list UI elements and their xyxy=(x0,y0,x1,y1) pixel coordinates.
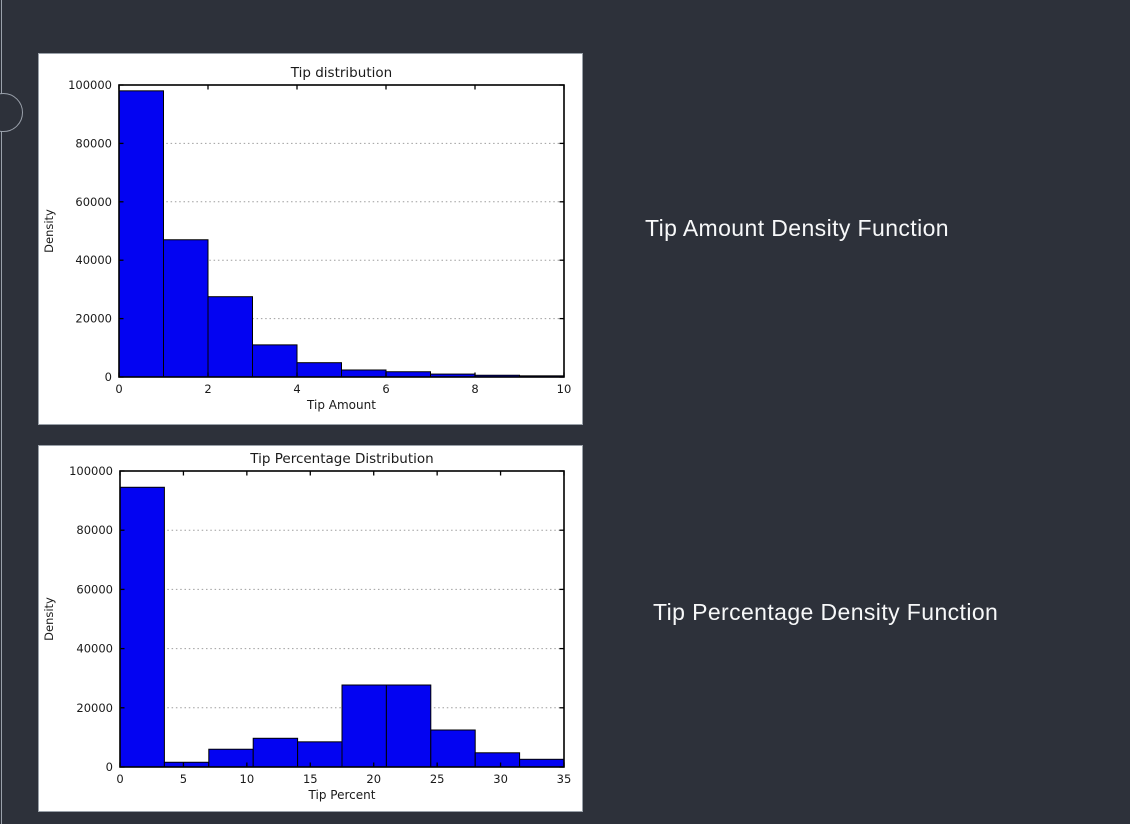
svg-text:10: 10 xyxy=(557,382,572,396)
svg-text:25: 25 xyxy=(430,772,445,786)
tip-distribution-histogram: 0 2 4 6 8 10 0 20000 40000 60000 80000 100000 Tip di… xyxy=(42,65,571,412)
drawer-divider-line xyxy=(0,0,2,824)
svg-text:20: 20 xyxy=(366,772,381,786)
y-axis-label: Density xyxy=(42,209,56,253)
histogram-bar xyxy=(385,684,432,768)
axis-frame xyxy=(119,470,565,768)
svg-text:80000: 80000 xyxy=(76,523,113,537)
svg-text:0: 0 xyxy=(106,760,113,774)
y-axis-label: Density xyxy=(42,597,56,641)
x-axis-ticks: 0 2 4 6 8 10 xyxy=(115,85,571,396)
tip-percentage-histogram: 0 5 10 15 20 25 30 35 0 20000 40000 60000 80000 10000… xyxy=(42,451,571,802)
axis-frame xyxy=(118,84,565,378)
x-axis-label: Tip Percent xyxy=(308,788,376,802)
gridlines xyxy=(120,529,564,709)
drawer-pull-handle-icon[interactable] xyxy=(0,93,23,132)
histogram-bar xyxy=(252,344,298,378)
svg-text:0: 0 xyxy=(115,382,122,396)
histogram-bars xyxy=(118,90,565,378)
svg-text:35: 35 xyxy=(557,772,572,786)
histogram-bar xyxy=(519,758,565,768)
svg-text:2: 2 xyxy=(204,382,211,396)
svg-text:0: 0 xyxy=(105,370,112,384)
caption-tip-amount: Tip Amount Density Function xyxy=(645,215,949,241)
histogram-bar xyxy=(430,729,476,768)
svg-text:30: 30 xyxy=(493,772,508,786)
svg-text:6: 6 xyxy=(382,382,389,396)
y-axis-ticks: 0 20000 40000 60000 80000 100000 xyxy=(68,78,564,384)
chart-title: Tip Percentage Distribution xyxy=(249,451,433,467)
svg-text:40000: 40000 xyxy=(75,253,112,267)
svg-text:20000: 20000 xyxy=(75,312,112,326)
histogram-bar xyxy=(119,486,165,768)
histogram-bar xyxy=(163,239,209,378)
caption-tip-percentage: Tip Percentage Density Function xyxy=(653,599,999,625)
svg-text:100000: 100000 xyxy=(69,464,113,478)
histogram-bar xyxy=(207,296,253,378)
svg-text:15: 15 xyxy=(303,772,318,786)
histogram-bar xyxy=(297,741,343,768)
svg-text:4: 4 xyxy=(293,382,300,396)
histogram-bar xyxy=(341,369,387,378)
svg-text:10: 10 xyxy=(240,772,255,786)
figure-tip-percentage-distribution: 0 5 10 15 20 25 30 35 0 20000 40000 60000 80000 10000… xyxy=(38,445,583,812)
svg-text:60000: 60000 xyxy=(76,582,113,596)
svg-text:40000: 40000 xyxy=(76,642,113,656)
histogram-bar xyxy=(341,684,387,768)
y-axis-ticks: 0 20000 40000 60000 80000 100000 xyxy=(69,464,564,774)
histogram-bar xyxy=(118,90,164,378)
histogram-bar xyxy=(252,737,299,768)
chart-title: Tip distribution xyxy=(290,65,392,81)
histogram-bar xyxy=(474,752,521,768)
svg-text:80000: 80000 xyxy=(75,136,112,150)
svg-text:5: 5 xyxy=(180,772,187,786)
svg-text:8: 8 xyxy=(471,382,478,396)
figure-tip-distribution: 0 2 4 6 8 10 0 20000 40000 60000 80000 100000 Tip di… xyxy=(38,53,583,425)
svg-text:100000: 100000 xyxy=(68,78,112,92)
svg-text:20000: 20000 xyxy=(76,701,113,715)
histogram-bar xyxy=(296,362,342,378)
x-axis-label: Tip Amount xyxy=(306,398,376,412)
x-axis-ticks: 0 5 10 15 20 25 30 35 xyxy=(116,471,571,786)
svg-text:0: 0 xyxy=(116,772,123,786)
svg-text:60000: 60000 xyxy=(75,195,112,209)
histogram-bars xyxy=(119,486,565,768)
